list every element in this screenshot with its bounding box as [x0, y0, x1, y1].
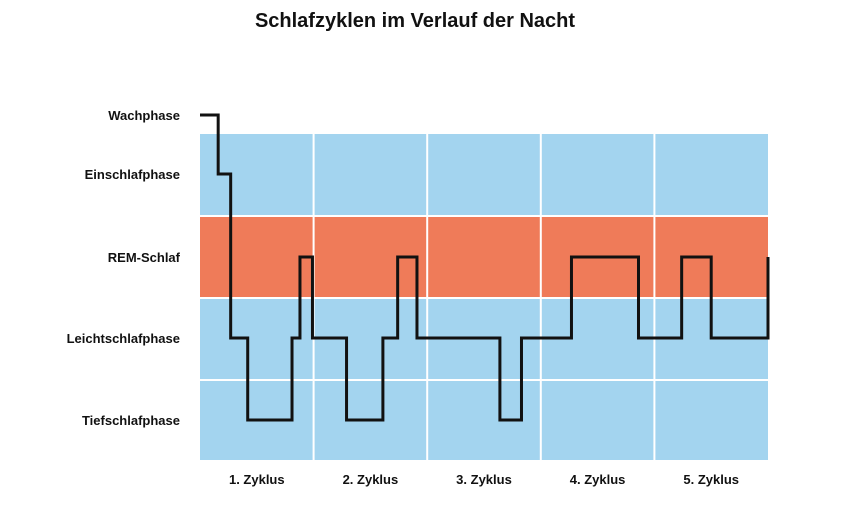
x-axis-label: 3. Zyklus — [456, 472, 512, 487]
x-axis-label: 5. Zyklus — [683, 472, 739, 487]
y-axis-label: REM-Schlaf — [108, 250, 181, 265]
chart-title: Schlafzyklen im Verlauf der Nacht — [254, 10, 576, 32]
x-axis-label: 1. Zyklus — [229, 472, 285, 487]
band-tiefschlafphase — [200, 380, 768, 460]
x-axis-labels: 1. Zyklus 2. Zyklus 3. Zyklus 4. Zyklus 5. Z… — [229, 472, 739, 487]
sleep-stage-line — [200, 113, 770, 422]
y-axis-labels: Wachphase Einschlafphase REM-Schlaf Leichts… — [67, 108, 181, 428]
y-axis-label: Einschlafphase — [85, 167, 180, 182]
band-rem-schlaf — [200, 216, 768, 298]
y-axis-label: Tiefschlafphase — [82, 413, 180, 428]
y-axis-label: Wachphase — [108, 108, 180, 123]
x-axis-label: 4. Zyklus — [570, 472, 626, 487]
y-axis-label: Leichtschlafphase — [67, 331, 180, 346]
grid-lines — [200, 134, 768, 460]
x-axis-label: 2. Zyklus — [343, 472, 399, 487]
band-einschlafphase — [200, 134, 768, 216]
sleep-stage-series — [200, 113, 770, 422]
